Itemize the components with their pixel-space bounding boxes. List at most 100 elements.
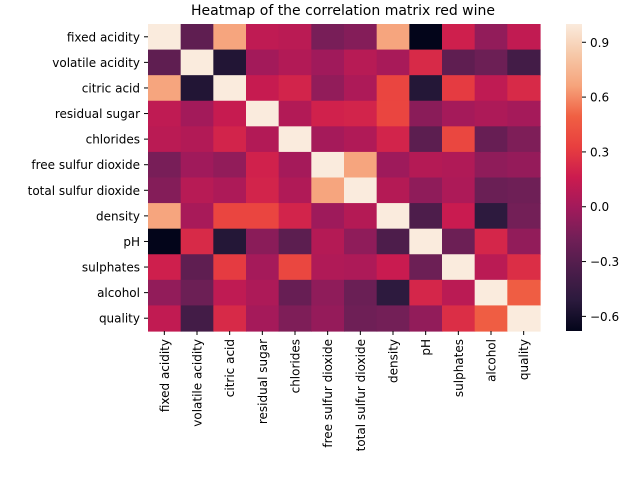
heatmap-cell bbox=[180, 24, 214, 51]
heatmap-cell bbox=[409, 75, 443, 102]
heatmap-cell bbox=[409, 177, 443, 204]
heatmap-cell bbox=[344, 100, 378, 127]
heatmap-cell bbox=[442, 279, 476, 307]
heatmap-cell bbox=[311, 254, 345, 281]
y-tick-label: residual sugar bbox=[55, 107, 140, 121]
heatmap-cell bbox=[213, 151, 247, 179]
heatmap-cell bbox=[409, 279, 443, 307]
heatmap-cell bbox=[344, 126, 378, 153]
heatmap-cell bbox=[246, 203, 280, 230]
heatmap-cell bbox=[442, 126, 476, 153]
heatmap-cell bbox=[409, 228, 443, 255]
heatmap-cell bbox=[180, 203, 214, 230]
heatmap-cell bbox=[311, 228, 345, 255]
heatmap-cell bbox=[213, 228, 247, 255]
heatmap-cell bbox=[474, 177, 508, 204]
heatmap-cell bbox=[442, 228, 476, 255]
heatmap-cell bbox=[442, 203, 476, 230]
heatmap-cell bbox=[474, 228, 508, 255]
heatmap-cell bbox=[474, 279, 508, 307]
x-tick-label: residual sugar bbox=[256, 339, 270, 424]
heatmap-cell bbox=[180, 254, 214, 281]
heatmap-cell bbox=[180, 151, 214, 179]
heatmap-cell bbox=[148, 24, 182, 51]
colorbar-axis: 0.9 0.6 0.3 0.0 −0.3 −0.6 bbox=[582, 36, 619, 324]
heatmap-cell bbox=[311, 305, 345, 332]
heatmap-cell bbox=[409, 100, 443, 127]
heatmap-cell bbox=[246, 126, 280, 153]
heatmap-cell bbox=[148, 279, 182, 307]
x-tick-label: total sulfur dioxide bbox=[354, 339, 368, 451]
heatmap-cell bbox=[442, 254, 476, 281]
colorbar-tick-label: −0.6 bbox=[590, 310, 619, 324]
heatmap-cell bbox=[474, 75, 508, 102]
y-tick-label: quality bbox=[99, 312, 140, 326]
x-axis: fixed acidity volatile acidity citric acid… bbox=[158, 331, 531, 451]
y-tick-label: chlorides bbox=[86, 133, 140, 147]
heatmap-cell bbox=[442, 75, 476, 102]
heatmap-cell bbox=[409, 254, 443, 281]
heatmap-cell bbox=[344, 254, 378, 281]
heatmap-cell bbox=[213, 100, 247, 127]
heatmap-cell bbox=[507, 126, 541, 153]
heatmap-cell bbox=[278, 75, 312, 102]
heatmap-cell bbox=[213, 177, 247, 204]
heatmap-cell bbox=[246, 49, 280, 76]
y-axis: fixed acidity volatile acidity citric acid… bbox=[28, 30, 148, 326]
heatmap-cell bbox=[278, 100, 312, 127]
heatmap-cell bbox=[311, 279, 345, 307]
heatmap-cell bbox=[180, 126, 214, 153]
colorbar-tick-label: 0.9 bbox=[590, 36, 609, 50]
heatmap-cell bbox=[311, 203, 345, 230]
heatmap-cell bbox=[376, 254, 410, 281]
heatmap-cell bbox=[246, 75, 280, 102]
heatmap-cell bbox=[344, 75, 378, 102]
heatmap-cell bbox=[376, 279, 410, 307]
heatmap-cell bbox=[376, 126, 410, 153]
heatmap-cell bbox=[148, 49, 182, 76]
heatmap-cell bbox=[213, 305, 247, 332]
heatmap-cell bbox=[278, 228, 312, 255]
heatmap-cell bbox=[213, 254, 247, 281]
heatmap-cell bbox=[376, 305, 410, 332]
heatmap-cell bbox=[180, 279, 214, 307]
heatmap-cell bbox=[442, 100, 476, 127]
heatmap-cell bbox=[507, 279, 541, 307]
heatmap-cell bbox=[246, 177, 280, 204]
heatmap-cell bbox=[474, 24, 508, 51]
y-tick-label: fixed acidity bbox=[67, 30, 140, 44]
heatmap-cell bbox=[278, 279, 312, 307]
heatmap-cell bbox=[148, 254, 182, 281]
heatmap-cell bbox=[311, 151, 345, 179]
heatmap-cell bbox=[246, 305, 280, 332]
heatmap-cell bbox=[474, 151, 508, 179]
heatmap-cell bbox=[442, 305, 476, 332]
heatmap-cell bbox=[148, 203, 182, 230]
heatmap-cell bbox=[278, 151, 312, 179]
heatmap-cell bbox=[344, 24, 378, 51]
chart-title: Heatmap of the correlation matrix red wi… bbox=[191, 3, 495, 19]
heatmap-cell bbox=[474, 203, 508, 230]
heatmap-cell bbox=[213, 24, 247, 51]
heatmap-cell bbox=[474, 305, 508, 332]
heatmap-cell bbox=[409, 305, 443, 332]
heatmap-cell bbox=[376, 75, 410, 102]
heatmap-cell bbox=[344, 151, 378, 179]
heatmap-cell bbox=[507, 305, 541, 332]
heatmap-cell bbox=[376, 24, 410, 51]
heatmap-cell bbox=[246, 100, 280, 127]
y-tick-label: volatile acidity bbox=[52, 56, 140, 70]
heatmap-cell bbox=[246, 228, 280, 255]
heatmap-cell bbox=[507, 254, 541, 281]
heatmap-cell bbox=[148, 305, 182, 332]
heatmap-cell bbox=[507, 203, 541, 230]
heatmap-cell bbox=[213, 279, 247, 307]
heatmap-cell bbox=[376, 177, 410, 204]
heatmap-cell bbox=[246, 279, 280, 307]
heatmap-cell bbox=[180, 100, 214, 127]
x-tick-label: volatile acidity bbox=[191, 339, 205, 427]
heatmap-cell bbox=[474, 254, 508, 281]
colorbar-tick-label: −0.3 bbox=[590, 255, 619, 269]
heatmap-cell bbox=[344, 177, 378, 204]
